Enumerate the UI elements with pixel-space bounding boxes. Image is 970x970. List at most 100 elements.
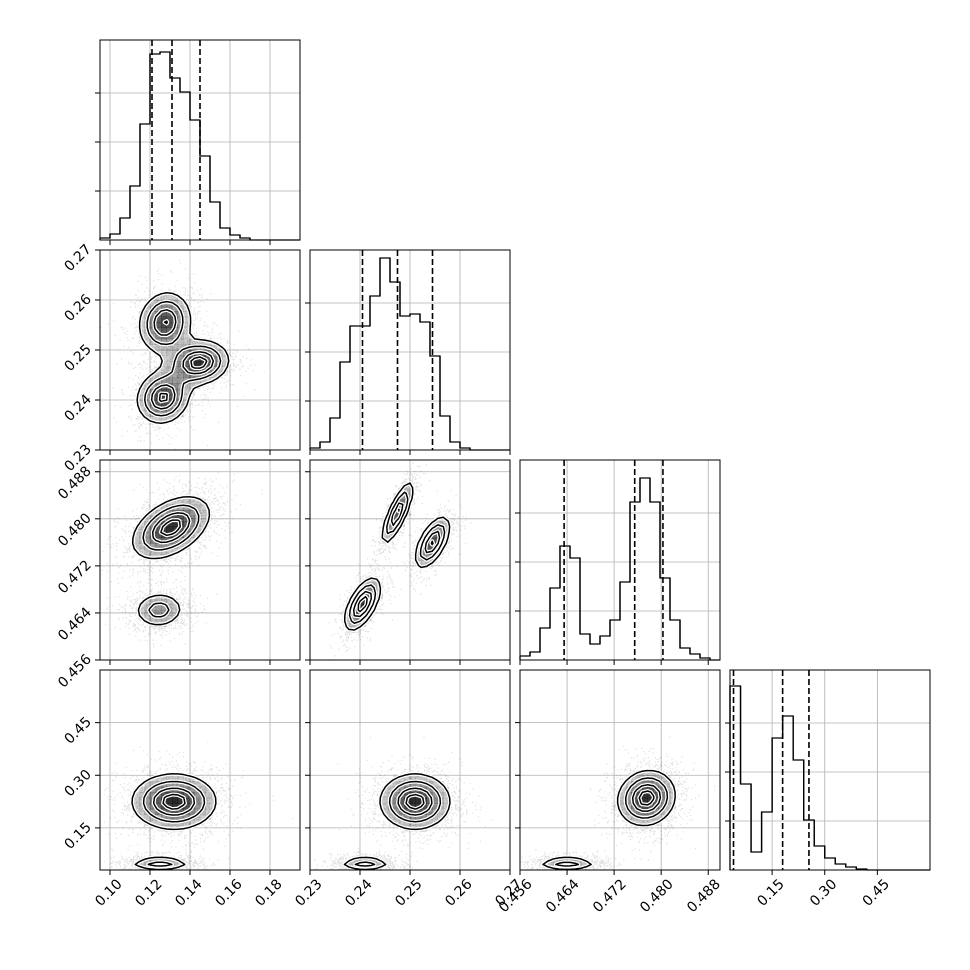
density-cell: [348, 621, 355, 627]
density-cell: [437, 814, 444, 821]
density-cell: [161, 344, 167, 351]
density-cell: [194, 797, 201, 804]
density-cell: [144, 532, 151, 539]
density-cell: [161, 366, 167, 373]
contour-line: [397, 787, 433, 816]
density-cell: [138, 803, 145, 810]
density-cell: [166, 355, 173, 362]
density-cell: [138, 786, 145, 793]
density-cell: [410, 814, 416, 821]
density-cell: [421, 775, 427, 782]
density-cell: [177, 498, 184, 505]
contour-line: [144, 300, 222, 417]
joint-content: [100, 741, 294, 870]
density-cell: [382, 792, 389, 799]
density-cell: [166, 333, 173, 340]
density-cell: [365, 593, 372, 600]
density-cell: [166, 327, 173, 334]
density-cell: [161, 526, 167, 533]
density-cell: [183, 372, 190, 379]
density-cell: [166, 350, 173, 356]
density-cell: [188, 498, 195, 505]
density-cell: [172, 305, 179, 312]
density-cell: [183, 327, 190, 334]
density-cell: [144, 814, 151, 821]
density-cell: [183, 333, 190, 340]
contour-line: [405, 793, 425, 810]
density-cell: [138, 322, 145, 329]
density-cell: [150, 803, 156, 810]
density-cell: [183, 350, 190, 356]
density-cell: [426, 786, 433, 793]
density-cell: [172, 333, 179, 340]
density-cell: [575, 858, 582, 865]
density-cell: [188, 510, 195, 516]
density-cell: [432, 803, 439, 810]
density-cell: [166, 615, 173, 622]
density-cell: [166, 515, 173, 522]
density-cell: [172, 775, 179, 782]
density-cell: [177, 316, 184, 323]
joint-content: [328, 462, 472, 657]
joint-panel-3-2: [519, 669, 721, 871]
density-cell: [161, 294, 167, 301]
density-cell: [161, 355, 167, 362]
density-cell: [138, 388, 145, 395]
density-cell: [177, 383, 184, 390]
density-cell: [188, 366, 195, 373]
density-cell: [404, 792, 411, 799]
density-cell: [155, 400, 162, 406]
density-cell: [172, 377, 179, 384]
density-cell: [144, 548, 151, 555]
density-cell: [166, 610, 173, 616]
density-cell: [133, 543, 140, 550]
density-cell: [354, 610, 361, 616]
density-cell: [166, 366, 173, 373]
density-cell: [172, 532, 179, 539]
density-cell: [188, 383, 195, 390]
density-cell: [183, 532, 190, 539]
density-cell: [631, 808, 637, 815]
density-cell: [443, 792, 450, 799]
density-cell: [155, 388, 162, 395]
density-cell: [348, 858, 355, 865]
density-cell: [144, 598, 151, 605]
joint-panel-2-0: [99, 459, 301, 661]
density-cell: [150, 808, 156, 815]
density-cell: [658, 786, 665, 793]
hist-panel-3: [730, 670, 930, 870]
scatter-points: [101, 472, 263, 648]
density-cell: [200, 521, 206, 527]
contour-line: [131, 495, 211, 626]
density-cell: [138, 604, 145, 611]
density-cell: [393, 797, 400, 804]
density-cell: [144, 615, 151, 622]
density-cell: [200, 515, 206, 522]
density-cell: [398, 820, 405, 826]
density-cell: [144, 394, 151, 401]
density-cell: [172, 383, 179, 390]
density-cell: [161, 543, 167, 550]
density-cell: [205, 355, 212, 362]
contour-line: [151, 512, 191, 544]
density-cell: [205, 808, 212, 815]
density-cell: [194, 803, 201, 810]
density-cell: [172, 797, 179, 804]
density-cell: [653, 814, 660, 821]
density-cell: [432, 797, 439, 804]
hist-panel-2: [520, 460, 720, 660]
density-cell: [631, 775, 637, 782]
density-cell: [211, 372, 217, 379]
density-cell: [437, 786, 444, 793]
density-cell: [183, 515, 190, 522]
density-cell: [161, 610, 167, 616]
contour-line: [162, 793, 186, 810]
joint-panel-3-1: [309, 669, 511, 871]
density-cell: [183, 521, 190, 527]
density-cell: [138, 526, 145, 533]
density-cell: [177, 543, 184, 550]
contour-line: [357, 508, 434, 613]
density-cell: [177, 377, 184, 384]
density-cell: [166, 797, 173, 804]
density-cell: [647, 770, 654, 776]
